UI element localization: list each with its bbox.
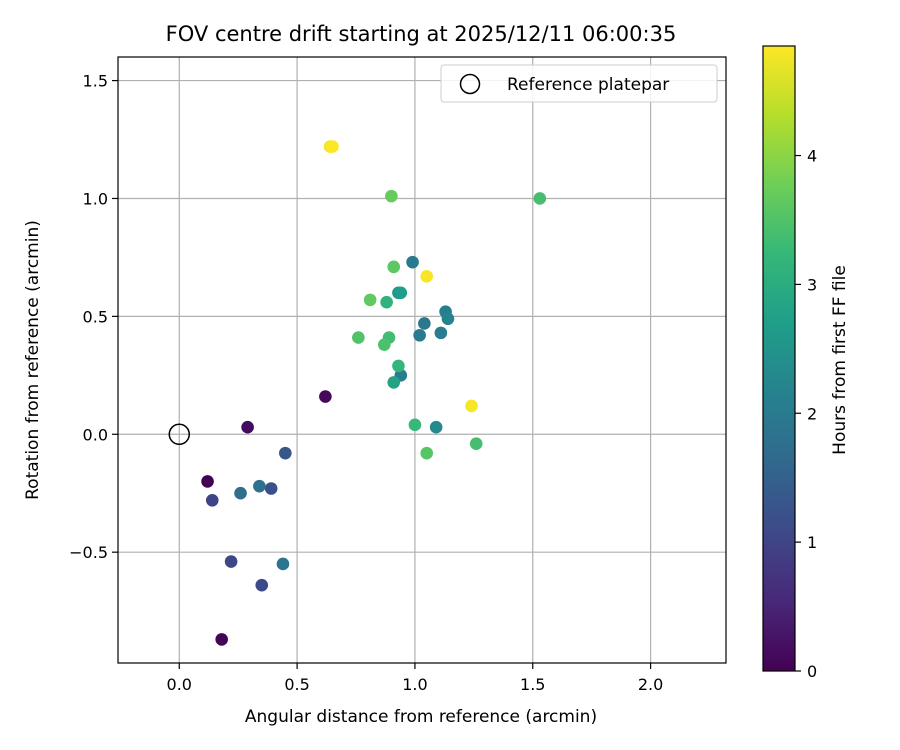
- data-point: [215, 633, 228, 646]
- data-point: [413, 328, 426, 342]
- data-point: [465, 399, 478, 413]
- data-point: [234, 486, 247, 500]
- data-point: [429, 420, 443, 434]
- legend-box: [440, 64, 718, 103]
- legend-label: Reference platepar: [507, 75, 669, 95]
- data-point: [253, 479, 266, 493]
- legend: Reference platepar: [440, 64, 718, 103]
- data-point: [276, 557, 290, 571]
- y-tick-label: 0.0: [83, 425, 108, 444]
- chart-title: FOV centre drift starting at 2025/12/11 …: [166, 22, 677, 46]
- data-point: [392, 359, 405, 373]
- colorbar-tick-label: 2: [807, 404, 817, 423]
- data-point: [406, 255, 419, 269]
- data-point: [469, 437, 483, 451]
- colorbar-gradient: [762, 45, 796, 672]
- data-point: [224, 555, 238, 568]
- data-point: [394, 286, 408, 300]
- data-points: [168, 140, 547, 646]
- colorbar: 0 1 2 3 4 Hours from first FF file: [762, 45, 850, 681]
- x-tick-label: 1.5: [520, 675, 545, 694]
- y-tick-label: −0.5: [69, 543, 108, 562]
- y-axis-ticks: −0.5 0.0 0.5 1.0 1.5: [69, 72, 118, 562]
- data-point: [418, 317, 431, 330]
- x-tick-label: 0.0: [167, 675, 192, 694]
- data-point: [408, 418, 422, 432]
- data-point: [241, 420, 254, 434]
- colorbar-tick-label: 4: [807, 147, 817, 166]
- data-point: [533, 192, 547, 205]
- colorbar-tick-label: 3: [807, 275, 817, 294]
- data-point: [319, 390, 332, 403]
- colorbar-tick-label: 0: [807, 662, 817, 681]
- x-tick-label: 1.0: [402, 675, 427, 694]
- data-point: [420, 269, 434, 283]
- data-point: [377, 338, 391, 351]
- data-point: [387, 376, 401, 389]
- colorbar-label: Hours from first FF file: [830, 265, 850, 455]
- data-point: [441, 312, 455, 326]
- data-point: [326, 140, 339, 153]
- data-point: [380, 295, 393, 309]
- data-point: [255, 578, 269, 592]
- data-point: [201, 475, 214, 488]
- data-point: [385, 189, 398, 203]
- plot-frame: [117, 56, 727, 664]
- y-tick-label: 1.0: [83, 189, 108, 208]
- x-axis-label: Angular distance from reference (arcmin): [245, 707, 597, 727]
- data-point: [420, 446, 434, 460]
- data-point: [352, 331, 365, 344]
- y-tick-label: 1.5: [83, 72, 108, 91]
- y-tick-label: 0.5: [83, 307, 108, 326]
- data-point: [363, 293, 377, 307]
- x-tick-label: 2.0: [638, 675, 663, 694]
- x-axis-ticks: 0.0 0.5 1.0 1.5 2.0: [167, 663, 663, 694]
- y-axis-label: Rotation from reference (arcmin): [23, 220, 43, 500]
- data-point: [205, 493, 219, 507]
- data-point: [387, 260, 401, 274]
- reference-platepar-marker: [168, 423, 191, 446]
- data-point: [279, 446, 292, 460]
- colorbar-tick-label: 1: [807, 533, 817, 552]
- colorbar-ticks: 0 1 2 3 4: [795, 147, 817, 681]
- x-tick-label: 0.5: [284, 675, 309, 694]
- legend-reference-marker: [459, 73, 481, 95]
- grid-lines: [118, 57, 726, 663]
- data-point: [434, 326, 448, 340]
- data-point: [264, 482, 278, 495]
